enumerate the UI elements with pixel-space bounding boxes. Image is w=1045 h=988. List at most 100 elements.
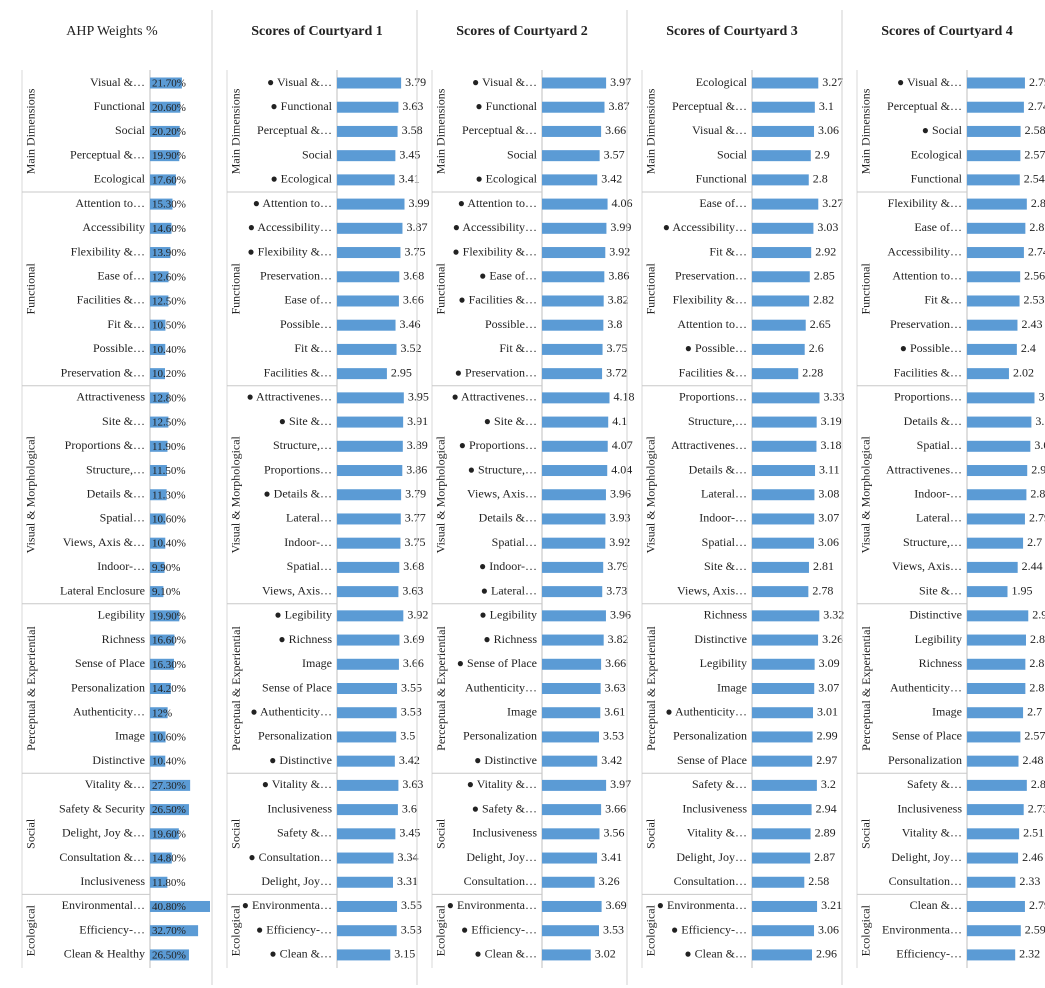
- bar: [752, 537, 815, 549]
- value-label: 27.30%: [152, 780, 186, 792]
- value-label: 3.1: [1035, 414, 1045, 428]
- bar: [150, 731, 166, 743]
- category-label: Safety &…: [277, 826, 332, 840]
- bar: [542, 925, 600, 937]
- category-label: Image: [717, 680, 747, 694]
- value-label: 3.69: [403, 632, 424, 646]
- bar: [752, 658, 815, 670]
- group-label: Social: [644, 818, 658, 849]
- bar: [150, 634, 175, 646]
- bar: [150, 828, 179, 840]
- value-label: 2.81: [813, 559, 834, 573]
- bar: [337, 707, 397, 719]
- category-label: Site &…: [919, 583, 962, 597]
- value-label: 10.50%: [152, 320, 186, 332]
- category-label: ● Facilities &…: [458, 293, 537, 307]
- value-label: 16.60%: [152, 635, 186, 647]
- category-label: Views, Axis…: [262, 583, 332, 597]
- bar: [150, 900, 210, 912]
- category-label: Ecological: [94, 172, 146, 186]
- bar: [967, 658, 1026, 670]
- bar: [752, 416, 817, 428]
- group-label: Perceptual & Experiential: [644, 626, 658, 751]
- category-label: Personalization: [71, 680, 145, 694]
- bar: [337, 247, 401, 259]
- value-label: 3.26: [822, 632, 843, 646]
- bar: [542, 77, 607, 89]
- bar: [752, 247, 812, 259]
- bar: [752, 465, 816, 477]
- value-label: 3.99: [409, 196, 430, 210]
- category-label: Richness: [704, 608, 748, 622]
- category-label: Indoor-…: [97, 559, 145, 573]
- category-label: Preservation…: [260, 269, 332, 283]
- group-label: Ecological: [644, 904, 658, 956]
- value-label: 2.88: [1031, 777, 1045, 791]
- bar: [542, 707, 601, 719]
- value-label: 2.87: [814, 850, 835, 864]
- bar: [542, 755, 598, 767]
- value-label: 2.4: [1021, 341, 1036, 355]
- bar: [337, 319, 396, 331]
- value-label: 3.41: [399, 172, 420, 186]
- category-label: ● Efficiency-…: [256, 922, 332, 936]
- bar: [542, 634, 604, 646]
- category-label: ● Accessibility…: [663, 220, 747, 234]
- category-label: Ecological: [911, 147, 963, 161]
- value-label: 14.80%: [152, 853, 186, 865]
- bar: [752, 343, 805, 355]
- group-label: Visual & Morphological: [24, 435, 38, 553]
- group-label: Ecological: [859, 904, 873, 956]
- category-label: Safety &…: [907, 777, 962, 791]
- bar: [150, 707, 168, 719]
- value-label: 2.79: [1029, 75, 1045, 89]
- bar: [542, 658, 602, 670]
- value-label: 2.56: [1024, 269, 1045, 283]
- bar: [967, 271, 1021, 283]
- value-label: 4.18: [614, 390, 635, 404]
- category-label: Facilities &…: [679, 365, 747, 379]
- category-label: Distinctive: [694, 632, 747, 646]
- value-label: 3.66: [605, 123, 626, 137]
- value-label: 2.57: [1024, 147, 1045, 161]
- bar: [542, 198, 608, 210]
- value-label: 2.9: [815, 147, 830, 161]
- bar: [150, 755, 166, 767]
- bar: [967, 343, 1017, 355]
- category-label: Attractiveness: [76, 390, 145, 404]
- value-label: 3.09: [819, 656, 840, 670]
- value-label: 1.95: [1012, 583, 1033, 597]
- bar: [967, 731, 1021, 743]
- category-label: Details &…: [479, 511, 537, 525]
- value-label: 2.7: [1027, 535, 1042, 549]
- category-label: Consultation &…: [59, 850, 145, 864]
- value-label: 2.54: [1024, 172, 1045, 186]
- value-label: 2.92: [815, 244, 836, 258]
- value-label: 12.50%: [152, 296, 186, 308]
- group-label: Social: [859, 818, 873, 849]
- value-label: 3.53: [401, 922, 422, 936]
- value-label: 3.82: [608, 632, 629, 646]
- category-label: Sense of Place: [75, 656, 145, 670]
- bar: [337, 101, 399, 113]
- category-label: Clean & Healthy: [64, 947, 145, 961]
- category-label: Delight, Joy…: [466, 850, 537, 864]
- bar: [752, 198, 819, 210]
- group-label: Functional: [859, 263, 873, 315]
- value-label: 3.06: [818, 922, 839, 936]
- bar: [542, 247, 606, 259]
- bar: [337, 537, 401, 549]
- value-label: 2.8: [813, 172, 828, 186]
- category-label: Clean &…: [910, 898, 962, 912]
- bar: [967, 489, 1027, 501]
- category-label: Attractivenes…: [671, 438, 747, 452]
- value-label: 3.11: [819, 462, 840, 476]
- bar: [967, 537, 1024, 549]
- bar: [752, 125, 815, 137]
- bar: [150, 683, 171, 694]
- category-label: ● Preservation…: [455, 365, 537, 379]
- value-label: 2.97: [816, 753, 837, 767]
- bar: [752, 295, 810, 307]
- category-label: Facilities &…: [894, 365, 962, 379]
- category-label: Image: [507, 704, 537, 718]
